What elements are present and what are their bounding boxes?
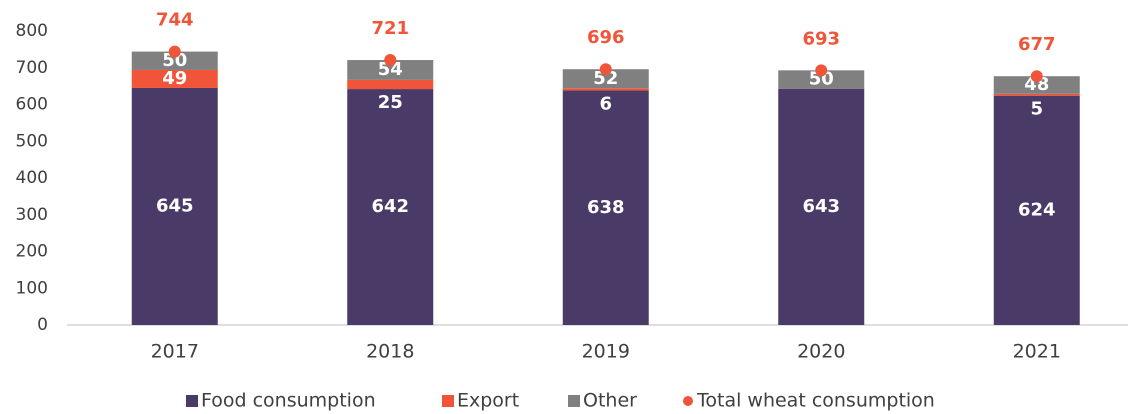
total-label: 696 bbox=[587, 27, 625, 48]
data-label: 643 bbox=[802, 196, 840, 217]
legend-label: Food consumption bbox=[201, 390, 376, 412]
data-label: 50 bbox=[162, 50, 187, 71]
data-label: 638 bbox=[587, 197, 625, 218]
y-tick-label: 200 bbox=[16, 242, 48, 262]
total-label: 744 bbox=[156, 10, 194, 31]
legend-label: Other bbox=[583, 390, 637, 412]
data-label: 54 bbox=[378, 59, 403, 80]
y-tick-label: 300 bbox=[16, 205, 48, 225]
bar-segment bbox=[993, 93, 1080, 96]
bar-segment bbox=[131, 69, 218, 88]
legend-label: Total wheat consumption bbox=[696, 390, 935, 412]
bar-segment bbox=[778, 70, 865, 89]
x-tick-label: 2017 bbox=[151, 341, 199, 363]
bar-segment bbox=[993, 76, 1080, 94]
total-label: 721 bbox=[371, 18, 409, 39]
legend-marker bbox=[568, 395, 580, 407]
x-tick-label: 2019 bbox=[582, 341, 630, 363]
y-tick-label: 0 bbox=[37, 315, 48, 335]
bar-segment bbox=[562, 69, 649, 89]
data-label: 642 bbox=[371, 196, 409, 217]
x-tick-label: 2020 bbox=[797, 341, 845, 363]
data-label: 5 bbox=[1030, 99, 1043, 120]
total-point bbox=[815, 64, 828, 77]
total-point bbox=[168, 45, 181, 58]
y-tick-label: 100 bbox=[16, 278, 48, 298]
y-tick-label: 600 bbox=[16, 95, 48, 115]
bar-segment bbox=[993, 95, 1080, 326]
total-label: 677 bbox=[1018, 34, 1056, 55]
legend-label: Export bbox=[457, 390, 519, 412]
legend-marker bbox=[442, 395, 454, 407]
total-label: 693 bbox=[802, 28, 840, 49]
x-tick-label: 2018 bbox=[366, 341, 414, 363]
data-label: 624 bbox=[1018, 199, 1056, 220]
total-point bbox=[599, 63, 612, 76]
data-label: 6 bbox=[599, 94, 612, 115]
bar-segment bbox=[347, 60, 434, 80]
data-label: 645 bbox=[156, 195, 194, 216]
data-label: 52 bbox=[593, 68, 618, 89]
bar-segment bbox=[562, 88, 649, 91]
y-tick-label: 500 bbox=[16, 131, 48, 151]
bar-segment bbox=[347, 79, 434, 90]
data-label: 49 bbox=[162, 68, 187, 89]
bar-segment bbox=[778, 88, 865, 325]
total-point bbox=[1030, 70, 1043, 83]
legend-marker bbox=[186, 395, 198, 407]
bar-segment bbox=[562, 90, 649, 325]
bar-segment bbox=[131, 51, 218, 70]
y-tick-label: 700 bbox=[16, 58, 48, 78]
data-label: 25 bbox=[378, 92, 403, 113]
legend-marker bbox=[683, 396, 693, 406]
y-tick-label: 800 bbox=[16, 21, 48, 41]
total-point bbox=[384, 54, 397, 67]
y-tick-label: 400 bbox=[16, 168, 48, 188]
data-label: 50 bbox=[809, 69, 834, 90]
bar-segment bbox=[131, 87, 218, 326]
x-tick-label: 2021 bbox=[1013, 341, 1061, 363]
bar-segment bbox=[347, 89, 434, 325]
data-label: 48 bbox=[1024, 74, 1049, 95]
